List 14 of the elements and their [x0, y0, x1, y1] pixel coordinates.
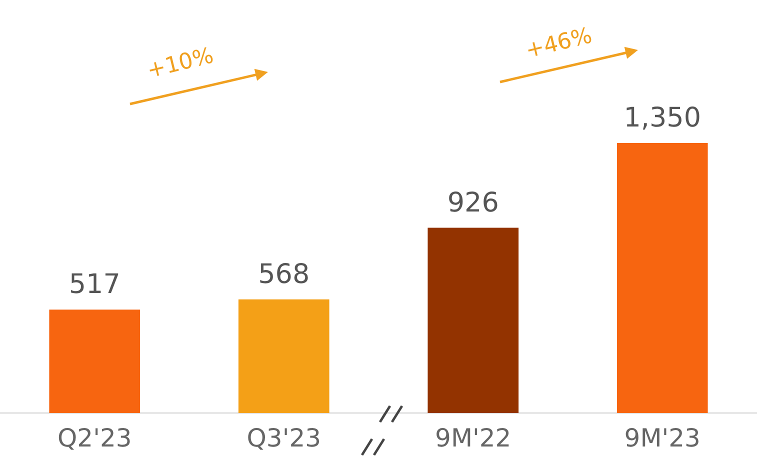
- bar: [49, 310, 140, 413]
- x-tick-label: Q2'23: [57, 424, 132, 452]
- x-tick-label: 9M'23: [624, 424, 700, 452]
- text: +46%: [523, 23, 595, 64]
- x-tick-label: Q3'23: [246, 424, 322, 452]
- data-label: 926: [447, 187, 499, 218]
- bar: [428, 228, 519, 413]
- data-label: 1,350: [624, 102, 702, 134]
- data-label: 568: [258, 258, 310, 290]
- text: +10%: [144, 43, 216, 84]
- bar: [616, 143, 708, 413]
- data-label: 517: [68, 269, 120, 300]
- bar: [238, 299, 330, 413]
- x-tick-label: 9M'22: [435, 424, 512, 452]
